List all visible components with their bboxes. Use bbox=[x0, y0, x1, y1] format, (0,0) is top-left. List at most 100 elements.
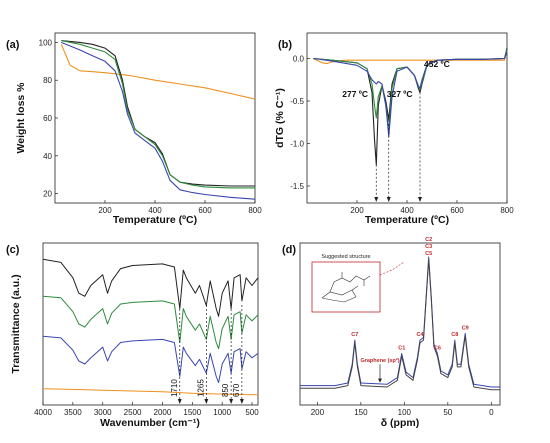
panel-b-frame bbox=[306, 32, 508, 204]
d-peak-label-c5: C5 bbox=[425, 251, 432, 257]
b-xtick-label-1: 400 bbox=[400, 206, 414, 215]
b-annotation-label-2: 452 ºC bbox=[424, 59, 450, 69]
c-annotation-arrow-1 bbox=[204, 399, 209, 404]
b-annotation-arrow-0 bbox=[374, 197, 379, 202]
c-xtick-label-5: 1500 bbox=[183, 408, 201, 417]
panel-c-ticks: 4000 3500 3000 2500 2000 1500 1000 500 bbox=[34, 402, 259, 417]
panel-c-frame bbox=[42, 242, 259, 406]
d-graphene-label: Graphene (sp²) bbox=[360, 357, 399, 364]
d-peak-label-c7: C7 bbox=[351, 332, 358, 338]
b-ytick-label-0: 0.0 bbox=[293, 55, 305, 64]
inset-connector bbox=[379, 261, 405, 276]
panel-b-annotations: 277 ºC 327 ºC 452 ºC bbox=[342, 59, 450, 202]
a-ytick-label-4: 100 bbox=[39, 38, 53, 47]
d-peak-label-c9: C9 bbox=[462, 325, 469, 331]
panel-a-series bbox=[60, 40, 256, 200]
panel-d-label: (d) bbox=[282, 244, 296, 256]
panel-a-xlabel: Temperature (ºC) bbox=[113, 214, 197, 226]
molecule-drawing bbox=[321, 272, 371, 303]
d-series-line-1 bbox=[300, 259, 500, 391]
b-series-line-3 bbox=[313, 51, 508, 138]
d-peak-label-c4: C4 bbox=[416, 332, 424, 338]
d-xtick-label-4: 0 bbox=[489, 408, 494, 417]
panel-b-ticks: 200 400 600 800 0.0 -0.5 -1.0 -1.5 bbox=[290, 55, 514, 216]
c-series-line-2 bbox=[42, 335, 259, 383]
c-xtick-label-2: 3000 bbox=[94, 408, 112, 417]
c-xtick-label-3: 2500 bbox=[124, 408, 142, 417]
b-ytick-label-2: -1.0 bbox=[290, 140, 304, 149]
d-xtick-label-1: 150 bbox=[354, 408, 368, 417]
c-series-line-0 bbox=[42, 258, 259, 317]
b-ytick-label-1: -0.5 bbox=[290, 97, 304, 106]
b-series-line-0 bbox=[313, 49, 508, 65]
structure-inset-frame bbox=[311, 261, 381, 313]
structure-inset: Suggested structure bbox=[311, 254, 405, 313]
d-peak-label-c1: C1 bbox=[398, 345, 405, 351]
panel-c-series bbox=[42, 258, 259, 396]
c-annotation-label-1: 1265 bbox=[196, 379, 205, 397]
panel-d-series bbox=[300, 256, 500, 391]
a-ytick-label-1: 40 bbox=[43, 152, 52, 161]
d-peak-label-c2: C2 bbox=[425, 237, 432, 243]
panel-a-label: (a) bbox=[6, 39, 20, 51]
b-annotation-arrow-2 bbox=[418, 197, 422, 202]
b-annotation-label-0: 277 ºC bbox=[342, 89, 368, 99]
panel-c: (c) 4000 3500 3000 2500 2000 1500 1000 500 1710… bbox=[6, 242, 259, 429]
a-series-line-1 bbox=[61, 40, 255, 187]
d-peak-label-c6: C6 bbox=[434, 345, 441, 351]
panel-d-ticks: 200 150 100 50 0 bbox=[311, 402, 494, 417]
panel-b-series bbox=[313, 48, 508, 166]
c-annotation-arrow-2 bbox=[229, 399, 234, 404]
panel-a-ticks: 200 400 600 800 20 40 60 80 100 bbox=[39, 38, 263, 215]
c-xtick-label-4: 2000 bbox=[154, 408, 172, 417]
c-annotation-label-3: 670 bbox=[232, 383, 241, 397]
panel-b: (b) 200 400 600 800 0.0 -0.5 -1.0 -1.5 277 ºC 32… bbox=[274, 32, 514, 226]
d-xtick-label-0: 200 bbox=[311, 408, 325, 417]
a-series-line-0 bbox=[60, 44, 256, 100]
panel-d-frame bbox=[299, 242, 501, 406]
b-annotation-label-1: 327 ºC bbox=[387, 89, 413, 99]
c-xtick-label-6: 1000 bbox=[213, 408, 231, 417]
b-xtick-label-3: 800 bbox=[500, 206, 514, 215]
d-peak-label-c3: C3 bbox=[425, 244, 432, 250]
panel-c-label: (c) bbox=[6, 244, 20, 256]
a-ytick-label-2: 60 bbox=[43, 114, 52, 123]
b-xtick-label-0: 200 bbox=[350, 206, 364, 215]
c-xtick-label-0: 4000 bbox=[34, 408, 52, 417]
panel-b-xlabel: Temperature (ºC) bbox=[365, 214, 449, 226]
panel-c-xlabel: Wavenumber (cm⁻¹) bbox=[100, 417, 200, 429]
c-xtick-label-1: 3500 bbox=[64, 408, 82, 417]
b-ytick-label-3: -1.5 bbox=[290, 182, 304, 191]
a-ytick-label-0: 20 bbox=[43, 190, 52, 199]
b-xtick-label-2: 600 bbox=[450, 206, 464, 215]
a-xtick-label-3: 800 bbox=[248, 206, 262, 215]
d-xtick-label-3: 50 bbox=[443, 408, 452, 417]
d-graphene-arrow-head bbox=[378, 378, 382, 383]
panel-a-ylabel: Weight loss % bbox=[15, 82, 27, 154]
c-annotation-arrow-0 bbox=[177, 399, 182, 404]
d-xtick-label-2: 100 bbox=[398, 408, 412, 417]
b-series-line-1 bbox=[313, 48, 508, 166]
a-ytick-label-3: 80 bbox=[43, 76, 52, 85]
c-annotation-label-0: 1710 bbox=[170, 379, 179, 397]
panel-a: (a) 200 400 600 800 20 40 60 80 100 Temperature … bbox=[6, 32, 263, 226]
b-annotation-arrow-1 bbox=[386, 197, 391, 202]
panel-b-label: (b) bbox=[278, 39, 292, 51]
panel-c-ylabel: Transmittance (a.u.) bbox=[10, 274, 22, 373]
a-series-line-3 bbox=[61, 41, 256, 200]
c-series-line-1 bbox=[42, 295, 259, 350]
c-annotation-label-2: 850 bbox=[221, 383, 230, 397]
c-annotation-arrow-3 bbox=[239, 399, 244, 404]
panel-a-frame bbox=[54, 32, 256, 204]
a-xtick-label-1: 400 bbox=[148, 206, 162, 215]
panel-d-xlabel: δ (ppm) bbox=[381, 417, 419, 429]
d-peak-label-c8: C8 bbox=[451, 332, 458, 338]
structure-inset-title: Suggested structure bbox=[321, 254, 370, 260]
a-xtick-label-2: 600 bbox=[198, 206, 212, 215]
panel-c-annotations: 1710 1265 850 670 bbox=[170, 305, 244, 404]
c-xtick-label-7: 500 bbox=[245, 408, 259, 417]
a-series-line-2 bbox=[61, 40, 255, 189]
